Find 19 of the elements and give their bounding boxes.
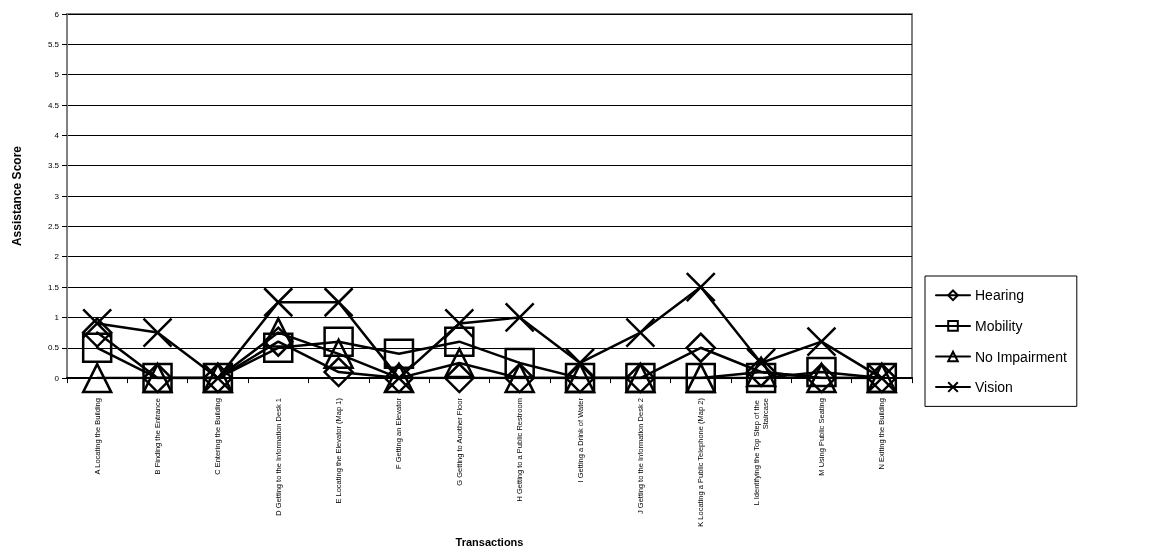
y-tick-label: 3.5 bbox=[47, 161, 60, 171]
x-axis-title: Transactions bbox=[455, 535, 524, 548]
legend-label: Mobility bbox=[975, 317, 1023, 334]
legend-label: Vision bbox=[975, 379, 1013, 396]
legend-label: No Impairment bbox=[975, 348, 1067, 365]
legend-label: Hearing bbox=[975, 287, 1025, 304]
y-tick-label: 4 bbox=[54, 130, 60, 140]
y-tick-label: 2 bbox=[54, 252, 60, 262]
y-axis-title: Assistance Score bbox=[10, 145, 24, 247]
y-tick-label: 2.5 bbox=[47, 221, 60, 231]
y-tick-label: 1 bbox=[54, 312, 60, 322]
y-tick-label: 0.5 bbox=[47, 343, 60, 353]
y-tick-label: 4.5 bbox=[47, 100, 60, 110]
y-tick-label: 0 bbox=[54, 373, 60, 383]
y-tick-label: 6 bbox=[54, 9, 60, 19]
y-tick-label: 5.5 bbox=[47, 39, 60, 49]
y-tick-label: 3 bbox=[54, 191, 60, 201]
y-tick-label: 5 bbox=[54, 70, 60, 80]
y-tick-label: 1.5 bbox=[47, 282, 60, 292]
